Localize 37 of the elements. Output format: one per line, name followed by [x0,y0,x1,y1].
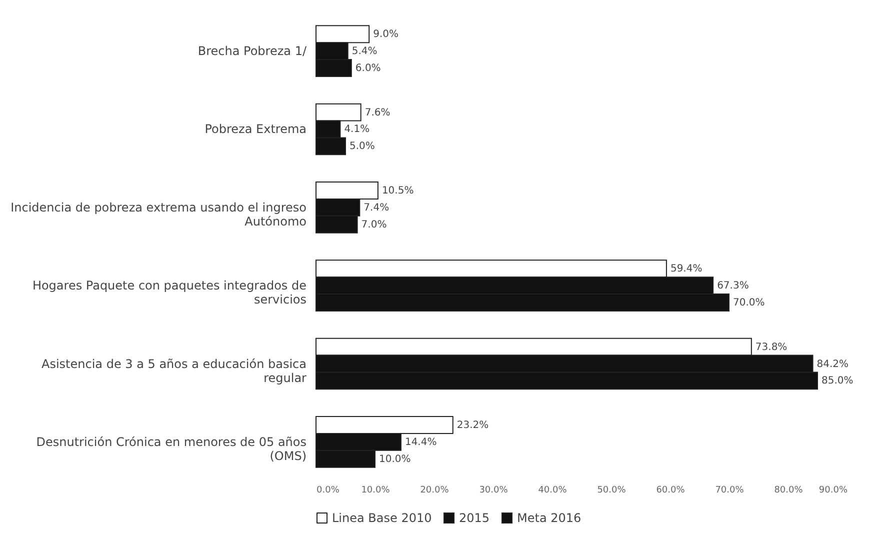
data-label: 7.0% [361,219,387,230]
data-label: 84.2% [816,358,849,370]
x-tick-label: 50.0% [597,486,626,496]
data-label: 73.8% [755,342,788,353]
y-tick-label: Hogares Paquete con paquetes integrados de servicios [32,278,306,307]
data-label: 7.6% [364,107,390,118]
x-tick-label: 70.0% [715,486,744,496]
x-tick-label: 30.0% [479,486,508,496]
data-label: 10.0% [379,454,411,465]
data-label: 67.3% [717,280,749,292]
data-label: 14.4% [404,436,437,448]
x-tick-label: 80.0% [774,486,804,496]
x-tick-label: 90.0% [818,486,848,496]
y-tick-label: Brecha Pobreza 1/ [198,44,308,58]
x-tick-label: 0.0% [316,486,340,496]
legend-label: Linea Base 2010 [332,511,432,525]
data-label: 6.0% [355,62,381,74]
data-label: 70.0% [733,298,765,309]
data-label: 85.0% [822,376,854,387]
x-tick-label: 10.0% [361,486,390,496]
y-tick-label: Pobreza Extrema [204,122,306,136]
y-tick-label: Incidencia de pobreza extrema usando el ingreso Autónomo [10,200,306,228]
data-label: 59.4% [670,264,702,275]
legend-label: Meta 2016 [517,511,582,525]
y-tick-label: Desnutrición Crónica en menores de 05 años (OMS) [36,434,306,463]
data-label: 5.4% [352,46,378,58]
x-tick-label: 40.0% [538,486,568,496]
y-tick-label: Asistencia de 3 a 5 años a educación basica regular [41,356,307,385]
data-label: 10.5% [382,185,414,196]
x-tick-label: 20.0% [420,486,450,496]
data-label: 23.2% [456,420,489,432]
data-label: 7.4% [364,202,390,214]
legend-label: 2015 [459,511,490,525]
data-label: 5.0% [350,141,375,152]
data-label: 4.1% [344,124,370,136]
x-tick-label: 60.0% [656,486,686,496]
data-label: 9.0% [373,29,399,40]
